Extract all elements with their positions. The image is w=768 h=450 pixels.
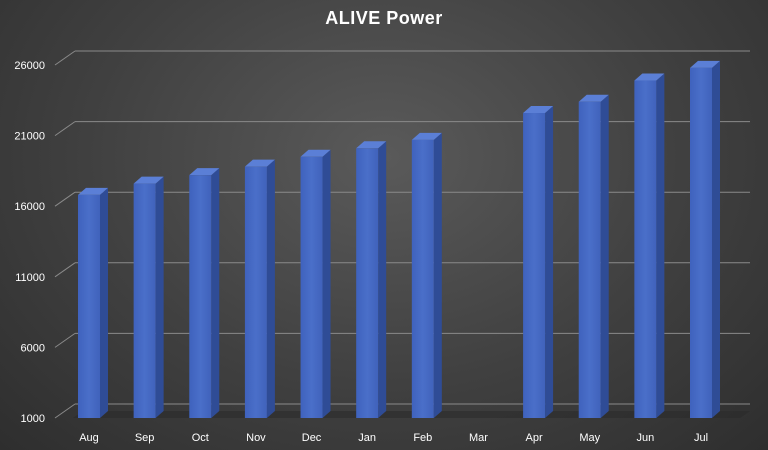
x-tick-label: Sep bbox=[135, 432, 155, 444]
x-tick-label: Aug bbox=[79, 432, 99, 444]
bar-top bbox=[356, 141, 387, 149]
y-tick-label: 16000 bbox=[14, 201, 45, 213]
bar-side bbox=[378, 141, 387, 419]
bar bbox=[78, 187, 108, 418]
bar-top bbox=[634, 73, 665, 81]
bar-front bbox=[356, 148, 379, 419]
bar bbox=[690, 60, 720, 418]
bar-front bbox=[690, 67, 712, 418]
bar-top bbox=[578, 94, 609, 102]
bar-front bbox=[634, 80, 657, 419]
x-tick-label: Dec bbox=[302, 432, 322, 444]
x-tick-label: Nov bbox=[246, 432, 266, 444]
bar-top bbox=[300, 149, 331, 157]
gridline-depth bbox=[54, 262, 76, 278]
bar-side bbox=[712, 60, 720, 418]
bar bbox=[300, 149, 331, 418]
bar-side bbox=[155, 176, 164, 418]
y-tick-label: 11000 bbox=[15, 272, 45, 284]
bar-side bbox=[322, 149, 331, 418]
x-tick-label: Jan bbox=[358, 432, 376, 444]
bar bbox=[133, 176, 164, 418]
bar-front bbox=[300, 156, 323, 418]
bar-side bbox=[656, 73, 665, 419]
gridline-depth bbox=[54, 121, 76, 137]
bar-front bbox=[244, 166, 267, 418]
bar bbox=[356, 141, 387, 419]
bar bbox=[634, 73, 665, 419]
bar-side bbox=[600, 94, 609, 418]
y-tick-label: 1000 bbox=[21, 413, 45, 425]
bar bbox=[411, 132, 442, 418]
x-tick-label: Jun bbox=[636, 432, 654, 444]
bar-top bbox=[244, 159, 275, 167]
gridline-depth bbox=[54, 50, 76, 66]
x-tick-label: Jul bbox=[694, 432, 708, 444]
y-tick-label: 26000 bbox=[14, 60, 45, 72]
bar bbox=[244, 159, 275, 418]
bar-side bbox=[433, 132, 442, 418]
bar-top bbox=[411, 132, 442, 140]
x-tick-label: Mar bbox=[469, 432, 488, 444]
bar bbox=[578, 94, 609, 418]
bar-front bbox=[78, 194, 100, 418]
chart-title: ALIVE Power bbox=[325, 8, 443, 28]
bar-front bbox=[411, 139, 434, 418]
bar-side bbox=[100, 187, 108, 418]
bar-top bbox=[133, 176, 164, 184]
gridline-depth bbox=[54, 191, 76, 207]
bar-front bbox=[578, 101, 601, 418]
bar-front bbox=[133, 183, 156, 418]
gridline-depth bbox=[54, 403, 76, 419]
bar-side bbox=[211, 168, 220, 418]
bar-top bbox=[189, 168, 220, 176]
bar-side bbox=[545, 106, 554, 419]
y-tick-label: 6000 bbox=[21, 342, 45, 354]
y-tick-label: 21000 bbox=[14, 131, 45, 143]
bar-front bbox=[189, 175, 212, 418]
x-tick-label: May bbox=[579, 432, 600, 444]
bar-front bbox=[523, 113, 546, 419]
gridline-depth bbox=[54, 332, 76, 348]
bar-top bbox=[78, 187, 108, 195]
bar-top bbox=[690, 60, 720, 68]
bar bbox=[523, 106, 554, 419]
bar bbox=[189, 168, 220, 418]
x-tick-label: Feb bbox=[413, 432, 432, 444]
bar-side bbox=[266, 159, 275, 418]
bar-top bbox=[523, 106, 554, 114]
x-tick-label: Oct bbox=[192, 432, 209, 444]
x-tick-label: Apr bbox=[526, 432, 543, 444]
